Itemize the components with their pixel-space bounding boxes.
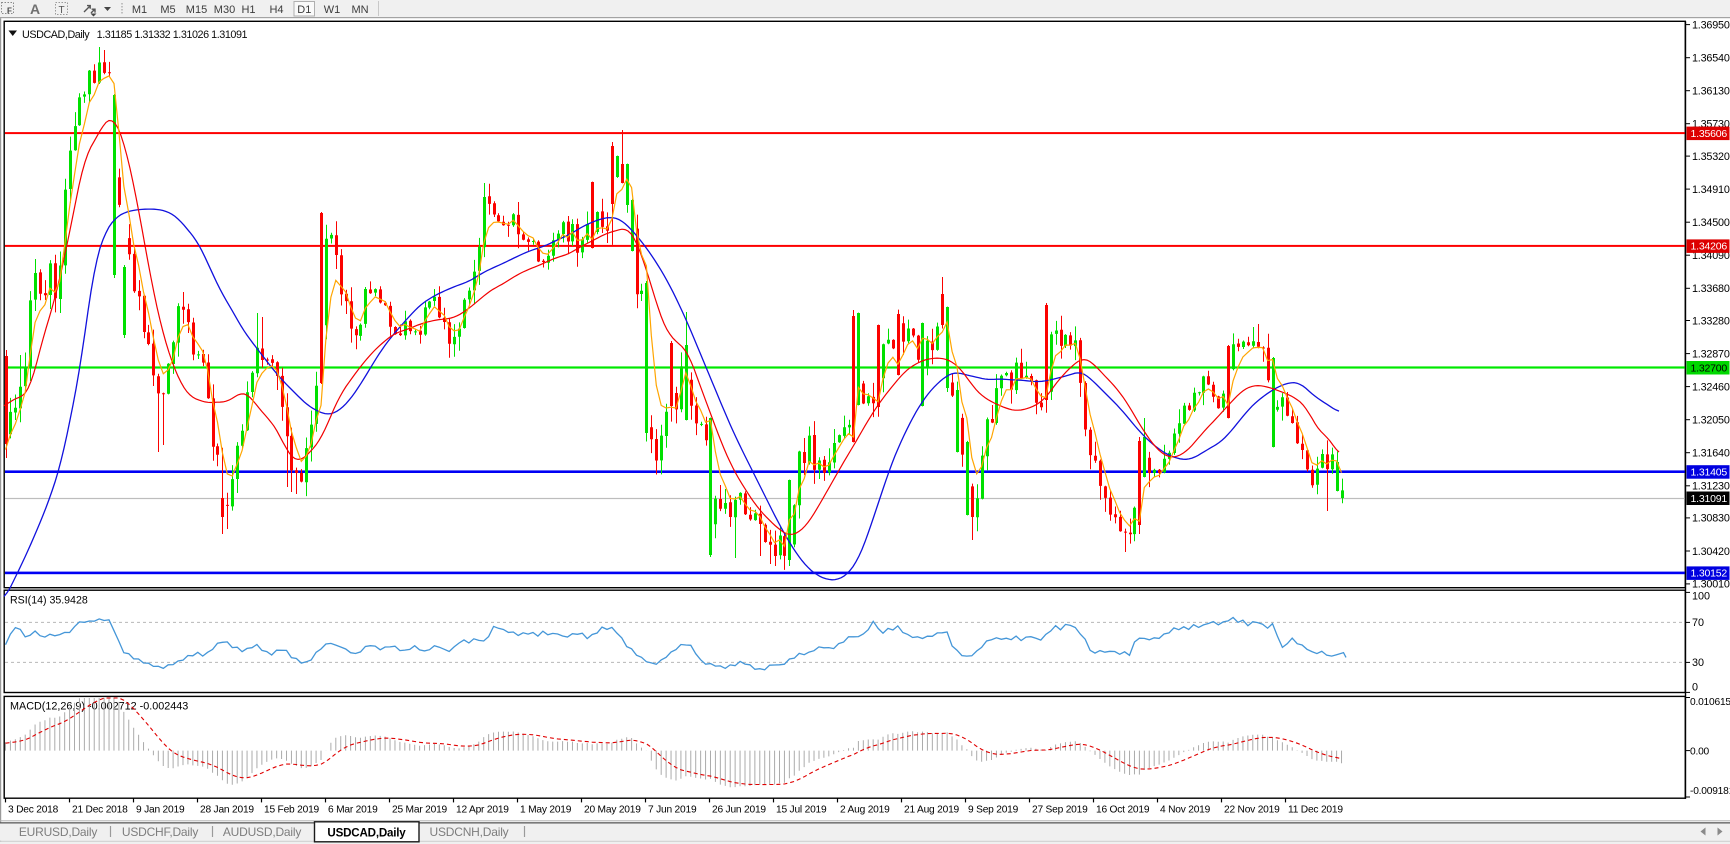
svg-text:21 Aug 2019: 21 Aug 2019 [904, 805, 960, 816]
svg-text:1.30010: 1.30010 [1692, 579, 1730, 591]
svg-text:1.34910: 1.34910 [1692, 184, 1730, 196]
svg-text:D1: D1 [297, 4, 311, 16]
svg-text:A: A [30, 1, 40, 17]
svg-text:1.34500: 1.34500 [1692, 217, 1730, 229]
svg-text:3 Dec 2018: 3 Dec 2018 [8, 805, 59, 816]
svg-text:25 Mar 2019: 25 Mar 2019 [392, 805, 448, 816]
svg-text:1.34206: 1.34206 [1691, 241, 1728, 253]
svg-text:USDCHF,Daily: USDCHF,Daily [122, 825, 198, 839]
svg-text:4 Nov 2019: 4 Nov 2019 [1160, 805, 1211, 816]
svg-text:M5: M5 [160, 4, 175, 16]
svg-text:11 Dec 2019: 11 Dec 2019 [1288, 805, 1343, 816]
svg-text:0: 0 [1692, 682, 1698, 694]
svg-text:9 Jan 2019: 9 Jan 2019 [136, 805, 185, 816]
svg-text:1.31230: 1.31230 [1692, 481, 1730, 493]
svg-text:16 Oct 2019: 16 Oct 2019 [1096, 805, 1150, 816]
svg-text:USDCNH,Daily: USDCNH,Daily [430, 825, 509, 839]
svg-text:1.33280: 1.33280 [1692, 315, 1730, 327]
svg-text:0.010615: 0.010615 [1690, 697, 1730, 708]
svg-text:1.35606: 1.35606 [1691, 128, 1728, 140]
svg-text:7 Jun 2019: 7 Jun 2019 [648, 805, 697, 816]
svg-text:28 Jan 2019: 28 Jan 2019 [200, 805, 254, 816]
svg-text:9 Sep 2019: 9 Sep 2019 [968, 805, 1019, 816]
svg-text:1.31640: 1.31640 [1692, 448, 1730, 460]
svg-text:100: 100 [1692, 591, 1710, 603]
svg-text:H4: H4 [269, 4, 283, 16]
svg-text:MN: MN [351, 4, 368, 16]
svg-text:20 May 2019: 20 May 2019 [584, 805, 641, 816]
svg-text:M30: M30 [214, 4, 235, 16]
svg-text:1.35320: 1.35320 [1692, 151, 1730, 163]
svg-text:M1: M1 [132, 4, 147, 16]
svg-text:1.36130: 1.36130 [1692, 86, 1730, 98]
svg-text:1.33680: 1.33680 [1692, 283, 1730, 295]
svg-text:70: 70 [1692, 617, 1704, 629]
svg-text:1 May 2019: 1 May 2019 [520, 805, 572, 816]
svg-text:30: 30 [1692, 657, 1704, 669]
svg-text:1.34090: 1.34090 [1692, 250, 1730, 262]
svg-text:-0.009181: -0.009181 [1690, 786, 1730, 797]
svg-text:1.30152: 1.30152 [1691, 568, 1728, 580]
svg-text:1.36950: 1.36950 [1692, 19, 1730, 31]
svg-text:AUDUSD,Daily: AUDUSD,Daily [223, 825, 301, 839]
svg-text:RSI(14) 35.9428: RSI(14) 35.9428 [10, 595, 88, 607]
svg-text:T: T [58, 5, 64, 16]
svg-text:15 Jul 2019: 15 Jul 2019 [776, 805, 827, 816]
svg-text:2 Aug 2019: 2 Aug 2019 [840, 805, 890, 816]
svg-text:M15: M15 [186, 4, 207, 16]
svg-text:1.36540: 1.36540 [1692, 53, 1730, 65]
svg-text:26 Jun 2019: 26 Jun 2019 [712, 805, 766, 816]
svg-text:1.32050: 1.32050 [1692, 415, 1730, 427]
svg-text:22 Nov 2019: 22 Nov 2019 [1224, 805, 1280, 816]
svg-text:1.30830: 1.30830 [1692, 513, 1730, 525]
svg-text:1.31091: 1.31091 [1691, 493, 1728, 505]
svg-text:15 Feb 2019: 15 Feb 2019 [264, 805, 320, 816]
svg-text:1.32460: 1.32460 [1692, 381, 1730, 393]
svg-text:W1: W1 [324, 4, 341, 16]
svg-text:1.32870: 1.32870 [1692, 348, 1730, 360]
svg-text:6 Mar 2019: 6 Mar 2019 [328, 805, 378, 816]
svg-text:EURUSD,Daily: EURUSD,Daily [19, 825, 97, 839]
svg-text:USDCAD,Daily 1.31185 1.31332: USDCAD,Daily 1.31185 1.31332 1.31026 1.3… [22, 29, 247, 41]
svg-text:27 Sep 2019: 27 Sep 2019 [1032, 805, 1088, 816]
svg-text:F: F [7, 7, 12, 16]
svg-text:1.30420: 1.30420 [1692, 546, 1730, 558]
svg-text:H1: H1 [241, 4, 255, 16]
svg-text:12 Apr 2019: 12 Apr 2019 [456, 805, 509, 816]
svg-text:1.32700: 1.32700 [1691, 362, 1728, 374]
svg-text:USDCAD,Daily: USDCAD,Daily [327, 827, 406, 840]
svg-text:0.00: 0.00 [1690, 746, 1710, 757]
svg-text:1.31405: 1.31405 [1691, 467, 1728, 479]
svg-text:21 Dec 2018: 21 Dec 2018 [72, 805, 128, 816]
